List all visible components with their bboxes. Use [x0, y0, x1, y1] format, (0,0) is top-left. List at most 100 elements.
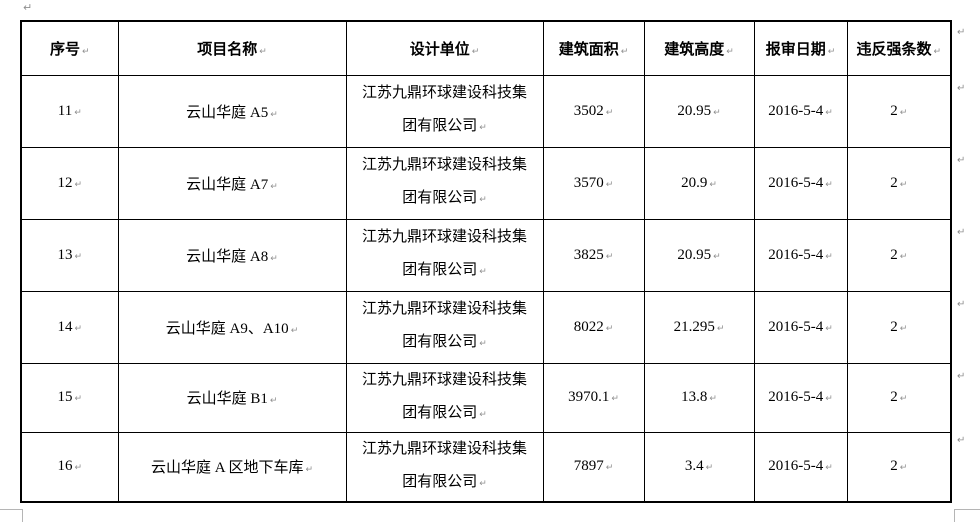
building-height-text: 20.95: [677, 102, 712, 119]
cell-building-area[interactable]: 3970.1 ↵: [542, 362, 645, 433]
col-header-design-unit[interactable]: 设计单位 ↵: [345, 20, 544, 76]
col-header-violations[interactable]: 违反强条数 ↵: [846, 20, 952, 76]
cell-building-height[interactable]: 20.95 ↵: [643, 218, 755, 292]
design-unit-line2: 团有限公司 ↵: [347, 326, 542, 361]
building-height-text: 21.295: [673, 318, 715, 335]
paragraph-mark-icon: ↵: [611, 394, 619, 404]
paragraph-mark-icon: ↵: [74, 394, 83, 404]
header-row: 序号 ↵ 项目名称 ↵ 设计单位 ↵ 建筑面积 ↵ 建筑高度 ↵ 报审日期 ↵ 违反强条数 ↵: [20, 20, 952, 76]
cell-project-name[interactable]: 云山华庭 A 区地下车库 ↵: [117, 431, 347, 503]
cell-building-height[interactable]: 20.95 ↵: [643, 74, 755, 148]
cell-project-name[interactable]: 云山华庭 A9、A10 ↵: [117, 290, 347, 364]
cell-project-name[interactable]: 云山华庭 A8 ↵: [117, 218, 347, 292]
cell-design-unit[interactable]: 江苏九鼎环球建设科技集 团有限公司 ↵: [345, 362, 544, 433]
cell-violations[interactable]: 2 ↵: [846, 290, 952, 364]
cell-building-area[interactable]: 3570 ↵: [542, 146, 645, 220]
col-header-review-date[interactable]: 报审日期 ↵: [753, 20, 848, 76]
cell-building-area[interactable]: 3825 ↵: [542, 218, 645, 292]
cell-serial[interactable]: 11 ↵: [20, 74, 119, 148]
paragraph-mark-icon: ↵: [605, 463, 614, 474]
cell-building-height[interactable]: 20.9 ↵: [643, 146, 755, 220]
building-area-text: 8022: [573, 318, 604, 335]
col-header-building-height[interactable]: 建筑高度 ↵: [643, 20, 755, 76]
paragraph-mark-icon: ↵: [605, 107, 614, 118]
cell-building-height[interactable]: 3.4 ↵: [643, 431, 755, 503]
cell-serial[interactable]: 16 ↵: [20, 431, 119, 503]
cell-violations[interactable]: 2 ↵: [846, 146, 952, 220]
cell-violations[interactable]: 2 ↵: [846, 431, 952, 503]
paragraph-mark-icon: ↵: [270, 253, 278, 264]
design-unit-line1: 江苏九鼎环球建设科技集: [361, 229, 527, 245]
project-name-text: 云山华庭 B1: [186, 391, 268, 407]
building-height-text: 20.9: [681, 174, 708, 191]
header-text: 报审日期: [765, 40, 826, 58]
paragraph-mark-icon: ↵: [269, 396, 278, 406]
paragraph-mark-icon: ↵: [899, 251, 908, 262]
cell-violations[interactable]: 2 ↵: [846, 362, 952, 433]
paragraph-mark-icon: ↵: [74, 323, 83, 334]
cell-project-name[interactable]: 云山华庭 A7 ↵: [117, 146, 347, 220]
col-header-serial[interactable]: 序号 ↵: [20, 20, 119, 76]
violations-text: 2: [890, 458, 898, 475]
row-end-mark-icon: ↵: [957, 83, 966, 94]
col-header-building-area[interactable]: 建筑面积 ↵: [542, 20, 645, 76]
design-unit-line2: 团有限公司 ↵: [347, 110, 542, 145]
paragraph-mark-icon: ↵: [479, 339, 487, 349]
violations-text: 2: [890, 318, 898, 335]
cell-design-unit[interactable]: 江苏九鼎环球建设科技集 团有限公司 ↵: [345, 218, 544, 292]
cell-building-area[interactable]: 3502 ↵: [542, 74, 645, 148]
col-header-project-name[interactable]: 项目名称 ↵: [117, 20, 347, 76]
cell-violations[interactable]: 2 ↵: [846, 218, 952, 292]
paragraph-mark-icon: ↵: [471, 46, 480, 57]
serial-text: 12: [57, 174, 73, 191]
paragraph-mark-icon: ↵: [899, 107, 908, 118]
paragraph-mark-icon: ↵: [81, 46, 90, 57]
cell-building-area[interactable]: 8022 ↵: [542, 290, 645, 364]
cell-building-area[interactable]: 7897 ↵: [542, 431, 645, 503]
paragraph-mark-icon: ↵: [933, 46, 942, 57]
building-area-text: 3970.1: [568, 389, 610, 405]
cell-building-height[interactable]: 21.295 ↵: [643, 290, 755, 364]
cell-review-date[interactable]: 2016-5-4 ↵: [753, 362, 848, 433]
cell-review-date[interactable]: 2016-5-4 ↵: [753, 290, 848, 364]
cell-review-date[interactable]: 2016-5-4 ↵: [753, 218, 848, 292]
design-unit-line1: 江苏九鼎环球建设科技集: [361, 371, 527, 388]
paragraph-mark-icon: ↵: [825, 107, 833, 118]
cell-serial[interactable]: 14 ↵: [20, 290, 119, 364]
paragraph-mark-icon: ↵: [825, 179, 833, 190]
cell-project-name[interactable]: 云山华庭 B1 ↵: [117, 362, 347, 433]
cell-project-name[interactable]: 云山华庭 A5 ↵: [117, 74, 347, 148]
design-unit-line2: 团有限公司 ↵: [347, 182, 542, 217]
paragraph-mark-icon: ↵: [709, 179, 717, 190]
row-end-mark-icon: ↵: [957, 155, 966, 166]
paragraph-mark-icon: ↵: [899, 179, 908, 190]
cell-review-date[interactable]: 2016-5-4 ↵: [753, 146, 848, 220]
cell-design-unit[interactable]: 江苏九鼎环球建设科技集 团有限公司 ↵: [345, 290, 544, 364]
text-boundary-corner-mark: [0, 509, 23, 522]
table-row: 16 ↵ 云山华庭 A 区地下车库 ↵ 江苏九鼎环球建设科技集 团有限公司 ↵ 789…: [20, 431, 952, 503]
row-end-mark-icon: ↵: [957, 27, 966, 38]
paragraph-mark-icon: ↵: [74, 107, 82, 118]
cell-review-date[interactable]: 2016-5-4 ↵: [753, 74, 848, 148]
row-end-mark-icon: ↵: [957, 435, 966, 446]
serial-text: 16: [57, 458, 73, 475]
paragraph-mark-icon: ↵: [605, 179, 614, 190]
cell-serial[interactable]: 13 ↵: [20, 218, 119, 292]
project-name-text: 云山华庭 A9、A10: [165, 320, 289, 337]
paragraph-mark-icon: ↵: [270, 181, 278, 192]
paragraph-mark-icon: ↵: [825, 394, 833, 404]
cell-design-unit[interactable]: 江苏九鼎环球建设科技集 团有限公司 ↵: [345, 431, 544, 503]
cell-serial[interactable]: 12 ↵: [20, 146, 119, 220]
cell-design-unit[interactable]: 江苏九鼎环球建设科技集 团有限公司 ↵: [345, 74, 544, 148]
paragraph-mark-icon: ↵: [825, 251, 833, 262]
serial-text: 14: [57, 318, 73, 335]
cell-design-unit[interactable]: 江苏九鼎环球建设科技集 团有限公司 ↵: [345, 146, 544, 220]
cell-serial[interactable]: 15 ↵: [20, 362, 119, 433]
cell-building-height[interactable]: 13.8 ↵: [643, 362, 755, 433]
paragraph-mark-icon: ↵: [825, 463, 833, 474]
cell-review-date[interactable]: 2016-5-4 ↵: [753, 431, 848, 503]
cell-violations[interactable]: 2 ↵: [846, 74, 952, 148]
design-unit-line2-text: 团有限公司: [402, 404, 478, 421]
paragraph-mark-icon: ↵: [705, 463, 714, 474]
